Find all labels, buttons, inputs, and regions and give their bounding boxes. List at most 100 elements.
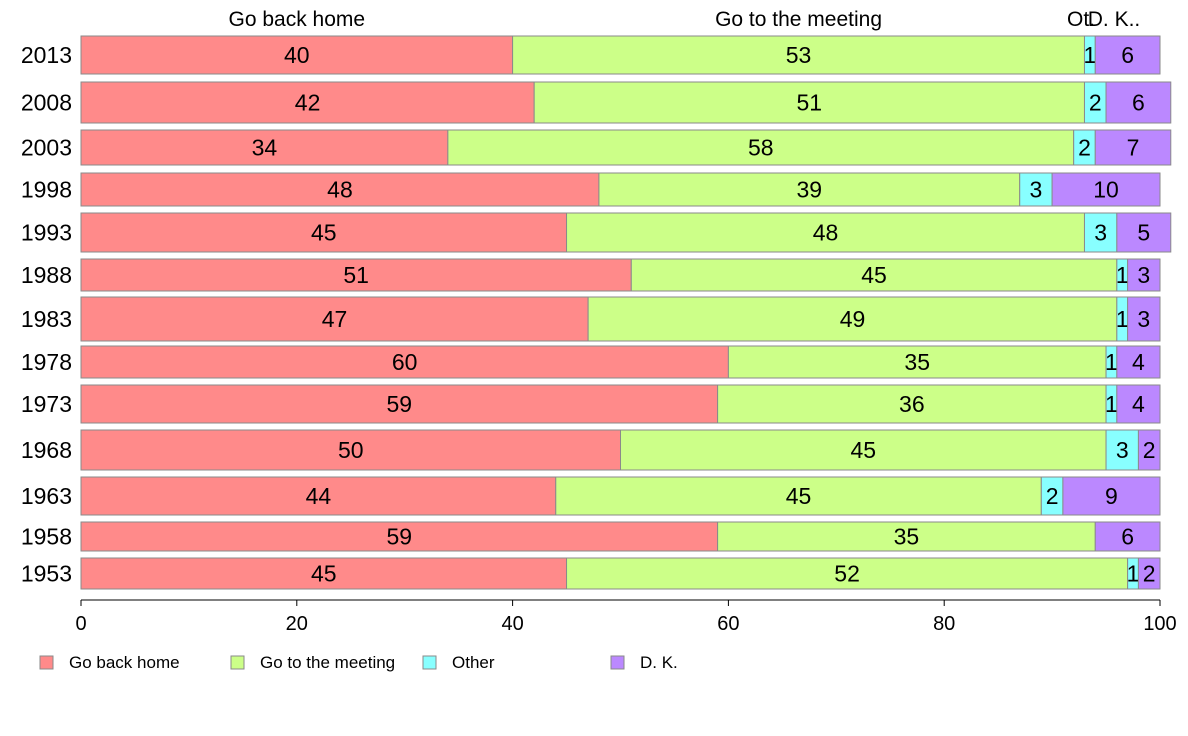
year-label-1973: 1973	[21, 391, 72, 417]
value-label-go-to-the-meeting-1983: 49	[840, 306, 866, 332]
bar-go-back-home-1988	[80, 258, 632, 292]
bar-go-to-the-meeting-1983	[587, 296, 1118, 342]
x-tick-label-60: 60	[717, 613, 739, 635]
bar-go-to-the-meeting-1988	[630, 258, 1118, 292]
value-label-go-back-home-2003: 34	[252, 135, 278, 161]
value-label-go-back-home-1958: 59	[387, 524, 413, 550]
value-label-go-to-the-meeting-1953: 52	[834, 561, 860, 587]
top-label-ot: Ot.	[1067, 8, 1095, 31]
value-label-d-k-1968: 2	[1143, 437, 1156, 463]
value-label-d-k-1993: 5	[1137, 220, 1150, 246]
value-label-d-k-1958: 6	[1121, 524, 1134, 550]
year-label-2013: 2013	[21, 42, 72, 68]
bar-go-to-the-meeting-1978	[727, 345, 1107, 379]
x-tick-label-40: 40	[501, 613, 523, 635]
bar-d-k-1958	[1094, 521, 1161, 552]
x-tick-label-0: 0	[75, 613, 86, 635]
bar-go-back-home-2003	[80, 129, 449, 166]
value-label-go-back-home-2013: 40	[284, 42, 310, 68]
value-label-d-k-1998: 10	[1093, 177, 1119, 203]
year-label-1988: 1988	[21, 262, 72, 288]
bar-go-back-home-1953	[80, 557, 568, 590]
legend-swatch-go-to-the-meeting	[230, 655, 245, 670]
value-label-other-1978: 1	[1105, 349, 1118, 375]
bar-d-k-1983	[1127, 296, 1161, 342]
value-label-other-1953: 1	[1127, 561, 1140, 587]
bar-go-back-home-1978	[80, 345, 729, 379]
bar-d-k-1978	[1116, 345, 1161, 379]
bar-d-k-1973	[1116, 384, 1161, 424]
value-label-d-k-1978: 4	[1132, 349, 1145, 375]
value-label-other-1988: 1	[1116, 262, 1129, 288]
value-label-d-k-1953: 2	[1143, 561, 1156, 587]
value-label-go-back-home-1953: 45	[311, 561, 337, 587]
value-label-go-to-the-meeting-2008: 51	[797, 90, 823, 116]
value-label-go-back-home-1963: 44	[306, 483, 332, 509]
top-label-d-k: D. K..	[1088, 8, 1141, 31]
value-label-go-back-home-1978: 60	[392, 349, 418, 375]
x-tick-label-100: 100	[1143, 613, 1176, 635]
bar-d-k-1963	[1062, 476, 1161, 516]
year-labels: 2013 2008 2003 1998 1993 1988 1983 1978 1973 1968…	[21, 42, 72, 587]
value-label-other-2013: 1	[1083, 42, 1096, 68]
year-label-1953: 1953	[21, 561, 72, 587]
value-label-go-to-the-meeting-1978: 35	[904, 349, 930, 375]
value-label-d-k-2013: 6	[1121, 42, 1134, 68]
value-label-go-to-the-meeting-1988: 45	[861, 262, 887, 288]
legend-swatch-other	[422, 655, 437, 670]
value-label-go-to-the-meeting-1973: 36	[899, 391, 925, 417]
year-label-1993: 1993	[21, 220, 72, 246]
legend-label-other: Other	[452, 653, 495, 672]
bar-go-back-home-1973	[80, 384, 719, 424]
value-label-d-k-1988: 3	[1137, 262, 1150, 288]
top-labels: Go back home Go to the meeting Ot.D. K..	[229, 8, 1141, 31]
bar-d-k-1988	[1127, 258, 1161, 292]
legend-label-d-k: D. K.	[640, 653, 678, 672]
bar-d-k-2013	[1094, 35, 1161, 75]
year-label-1998: 1998	[21, 177, 72, 203]
value-label-other-1983: 1	[1116, 306, 1129, 332]
year-label-2003: 2003	[21, 135, 72, 161]
value-label-d-k-2008: 6	[1132, 90, 1145, 116]
value-label-go-back-home-2008: 42	[295, 90, 321, 116]
value-label-go-to-the-meeting-1958: 35	[894, 524, 920, 550]
bar-go-to-the-meeting-1953	[566, 557, 1129, 590]
year-label-2008: 2008	[21, 90, 72, 116]
value-label-go-back-home-1983: 47	[322, 306, 348, 332]
bar-go-back-home-1993	[80, 212, 568, 253]
value-label-go-to-the-meeting-2013: 53	[786, 42, 812, 68]
bar-other-1968	[1105, 429, 1139, 471]
bar-go-to-the-meeting-1958	[717, 521, 1096, 552]
value-label-go-to-the-meeting-2003: 58	[748, 135, 774, 161]
bar-other-1998	[1019, 172, 1053, 207]
value-label-go-to-the-meeting-1963: 45	[786, 483, 812, 509]
x-tick-label-20: 20	[286, 613, 308, 635]
year-label-1958: 1958	[21, 524, 72, 550]
bar-d-k-1993	[1116, 212, 1172, 253]
legend-label-go-to-the-meeting: Go to the meeting	[260, 653, 395, 672]
bar-d-k-1953	[1137, 557, 1161, 590]
year-label-1968: 1968	[21, 437, 72, 463]
legend-label-go-back-home: Go back home	[69, 653, 180, 672]
legend: Go back home Go to the meeting Other D. K.	[39, 653, 678, 672]
x-tick-label-80: 80	[933, 613, 955, 635]
bar-go-back-home-1983	[80, 296, 589, 342]
value-label-go-back-home-1968: 50	[338, 437, 364, 463]
bar-d-k-2008	[1105, 81, 1172, 124]
year-label-1978: 1978	[21, 349, 72, 375]
value-label-other-2008: 2	[1089, 90, 1102, 116]
bar-d-k-2003	[1094, 129, 1172, 166]
top-label-go-back-home: Go back home	[229, 8, 366, 31]
bar-go-to-the-meeting-2003	[447, 129, 1075, 166]
value-label-go-to-the-meeting-1968: 45	[850, 437, 876, 463]
value-label-other-1963: 2	[1046, 483, 1059, 509]
value-label-go-back-home-1988: 51	[343, 262, 369, 288]
top-label-go-to-the-meeting: Go to the meeting	[715, 8, 882, 31]
value-label-other-1993: 3	[1094, 220, 1107, 246]
x-axis: 0 20 40 60 80 100	[75, 599, 1177, 635]
legend-swatch-go-back-home	[39, 655, 54, 670]
value-label-go-to-the-meeting-1998: 39	[797, 177, 823, 203]
bar-go-to-the-meeting-1973	[717, 384, 1107, 424]
